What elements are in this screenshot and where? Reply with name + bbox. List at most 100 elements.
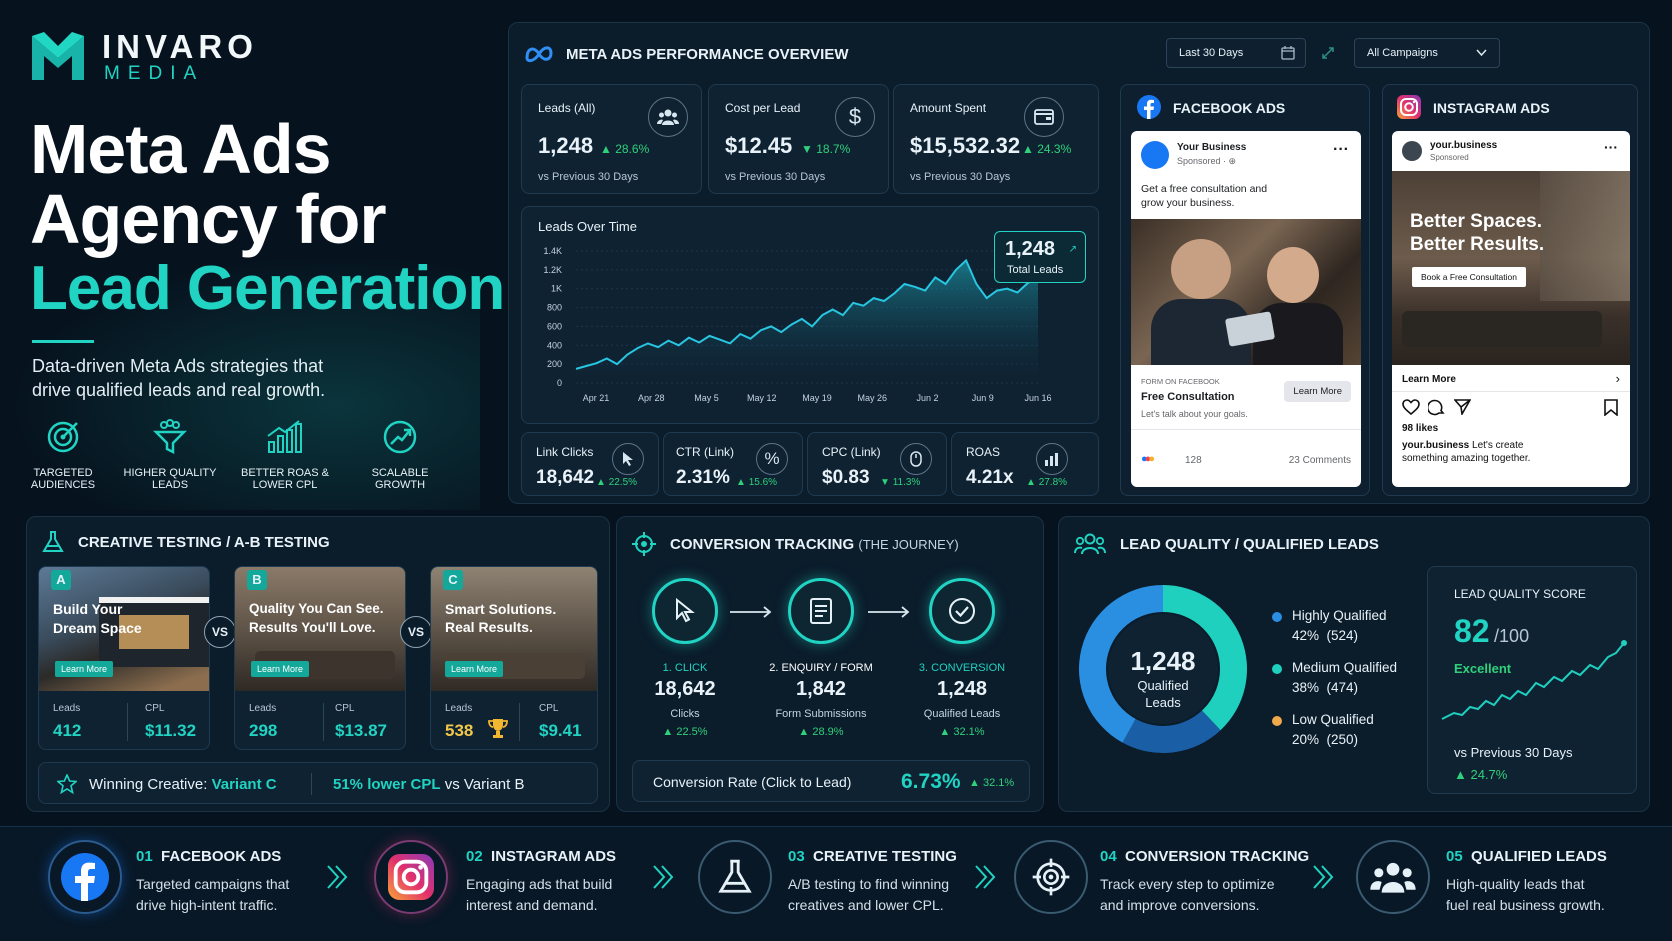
lower-cpl-text: 51% lower CPL vs Variant B: [333, 776, 524, 793]
step-desc: interest and demand.: [466, 897, 598, 913]
sync-icon[interactable]: [1321, 46, 1335, 60]
donut-slice[interactable]: [1163, 585, 1247, 731]
y-tick-label: 1.4K: [543, 246, 562, 256]
caption-text: something amazing together.: [1402, 453, 1531, 464]
share-icon[interactable]: [1454, 399, 1471, 415]
learn-more-button[interactable]: Learn More: [1284, 381, 1351, 402]
likes-count: 98 likes: [1402, 423, 1439, 434]
comments-count[interactable]: 23 Comments: [1288, 455, 1351, 466]
y-tick-label: 800: [547, 303, 562, 313]
cursor-icon: [612, 443, 644, 475]
variant-headline: Results You'll Love.: [249, 620, 376, 635]
conversion-title: CONVERSION TRACKING: [670, 536, 855, 553]
donut-center-value: 1,248: [1130, 646, 1196, 676]
small-kpi-card: CPC (Link) $0.83 ▼ 11.3%: [807, 432, 947, 496]
feature-label: LOWER CPL: [252, 479, 318, 491]
hero-title: Meta Ads Agency for Lead Generation: [30, 110, 505, 324]
kpi-value: $15,532.32: [910, 133, 1021, 158]
learn-more-button[interactable]: Learn More: [55, 661, 114, 677]
x-tick-label: May 5: [694, 393, 719, 403]
step-label: 3. CONVERSION: [918, 662, 1006, 674]
comment-icon[interactable]: [1428, 399, 1445, 416]
chevron-down-icon: [1476, 49, 1487, 57]
vs-badge: VS: [204, 616, 236, 648]
kpi-change-value: 24.3%: [1037, 142, 1072, 156]
variant-card-a[interactable]: A Build Your Dream Space Learn More Lead…: [38, 566, 210, 750]
feature-item: HIGHER QUALITY LEADS: [120, 418, 220, 491]
small-kpi-value: 18,642: [536, 467, 595, 488]
wallet-icon: [1024, 97, 1064, 137]
step-heading: 02 INSTAGRAM ADS: [466, 848, 616, 865]
avatar: [1141, 141, 1169, 169]
ad-image: Better Spaces. Better Results. Book a Fr…: [1392, 171, 1630, 365]
cta-title: Free Consultation: [1141, 391, 1235, 403]
instagram-ad-preview[interactable]: your.business Sponsored ··· Better Space…: [1392, 131, 1630, 487]
legend-dot: [1272, 716, 1282, 726]
step-heading: 04 CONVERSION TRACKING: [1100, 848, 1309, 865]
donut-slice[interactable]: [1122, 709, 1221, 753]
more-options-icon[interactable]: ···: [1333, 141, 1349, 158]
trend-icon: ↗: [1068, 244, 1077, 255]
hero-line-1: Meta Ads: [30, 110, 332, 188]
more-options-icon[interactable]: ···: [1604, 139, 1618, 155]
score-max: /100: [1494, 626, 1530, 646]
small-kpi-label: CPC (Link): [822, 445, 881, 459]
legend-dot: [1272, 664, 1282, 674]
campaign-select[interactable]: All Campaigns: [1354, 38, 1500, 68]
form-icon: [788, 578, 854, 644]
donut-center-label: Leads: [1145, 695, 1181, 710]
conversion-rate-label: Conversion Rate (Click to Lead): [653, 774, 852, 790]
x-tick-label: May 26: [857, 393, 887, 403]
ad-text: grow your business.: [1141, 197, 1235, 209]
small-kpi-value: 4.21x: [966, 467, 1014, 488]
donut-slice[interactable]: [1079, 585, 1163, 743]
y-tick-label: 400: [547, 340, 562, 350]
check-icon: [929, 578, 995, 644]
arrow-right-icon: [868, 606, 910, 618]
heart-icon[interactable]: [1402, 399, 1420, 415]
chevron-right-icon: [653, 865, 674, 889]
y-tick-label: 200: [547, 359, 562, 369]
learn-more-button[interactable]: Learn More: [251, 661, 310, 677]
variant-card-c[interactable]: C Smart Solutions. Real Results. Learn M…: [430, 566, 598, 750]
target-icon: [47, 421, 79, 453]
hero-description: Data-driven Meta Ads strategies that dri…: [32, 354, 325, 402]
chart-tooltip: 1,248 ↗ Total Leads: [994, 231, 1086, 283]
crosshair-icon: [632, 532, 656, 556]
small-kpi-card: CTR (Link) 2.31% ▲ 15.6% %: [663, 432, 803, 496]
chevron-right-icon: [975, 865, 996, 889]
variant-card-b[interactable]: B Quality You Can See. Results You'll Lo…: [234, 566, 406, 750]
step-change-value: 22.5%: [676, 726, 708, 738]
legend-value: 42% (524): [1292, 628, 1359, 643]
variant-badge: A: [51, 570, 71, 590]
logo-mark-icon: [32, 32, 84, 80]
step-desc: High-quality leads that: [1446, 876, 1585, 892]
brand-name: INVARO: [102, 28, 258, 65]
users-icon: [1356, 840, 1430, 914]
book-consultation-button[interactable]: Book a Free Consultation: [1412, 267, 1526, 287]
leads-label: Leads: [53, 703, 81, 714]
date-range-select[interactable]: Last 30 Days: [1166, 38, 1306, 68]
step-heading: 01 FACEBOOK ADS: [136, 848, 281, 865]
learn-more-link[interactable]: Learn More: [1402, 374, 1456, 385]
ad-headline: Better Results.: [1410, 234, 1545, 255]
legend-item: Highly Qualified 42% (524): [1272, 608, 1412, 648]
star-icon: [57, 774, 77, 794]
score-label: Excellent: [1454, 661, 1512, 676]
kpi-change-value: 18.7%: [816, 142, 851, 156]
y-tick-label: 600: [547, 321, 562, 331]
kpi-card-leads: Leads (All) 1,248 ▲ 28.6% vs Previous 30…: [521, 84, 702, 194]
growth-chart-icon: [267, 420, 302, 453]
variant-headline: Dream Space: [53, 620, 142, 636]
legend-value: 38% (474): [1292, 680, 1359, 695]
leads-value: 298: [249, 721, 278, 740]
step-title: FACEBOOK ADS: [161, 848, 282, 865]
cpl-label: CPL: [539, 703, 559, 714]
kpi-card-spent: Amount Spent $15,532.32 ▲ 24.3% vs Previ…: [893, 84, 1099, 194]
bookmark-icon[interactable]: [1604, 399, 1618, 416]
person-figure: [1171, 239, 1231, 299]
kpi-sub: vs Previous 30 Days: [725, 171, 826, 183]
facebook-ad-preview[interactable]: Your Business Sponsored · ⊕ ··· Get a fr…: [1131, 131, 1361, 487]
x-tick-label: Jun 2: [916, 393, 938, 403]
learn-more-button[interactable]: Learn More: [445, 661, 504, 677]
